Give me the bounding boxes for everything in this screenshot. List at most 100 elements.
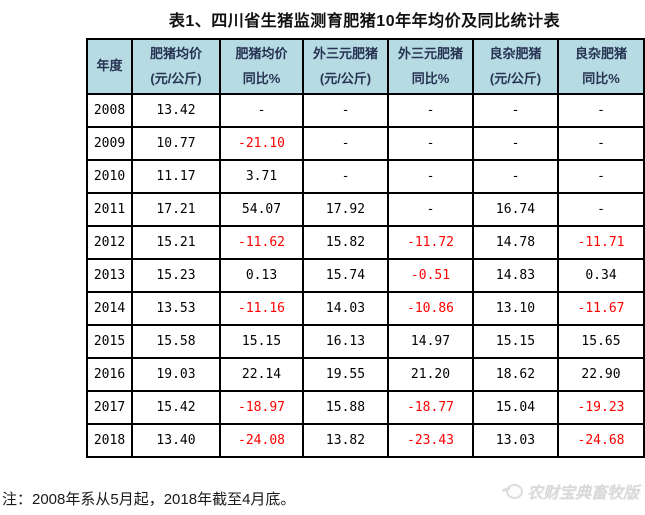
table-row: 2012 15.21 -11.62 15.82 -11.72 14.78 -11.71	[86, 225, 645, 260]
value-cell: -24.08	[219, 423, 304, 458]
value-cell: 13.03	[472, 423, 559, 458]
value-cell: 17.21	[131, 192, 221, 227]
value-cell: -11.72	[387, 225, 474, 260]
value-cell: -23.43	[387, 423, 474, 458]
value-cell: 22.90	[557, 357, 645, 392]
year-cell: 2018	[86, 423, 133, 458]
table-body: 2008 13.42- - - - -2009 10.77 -21.10- - - -2010 11.…	[86, 93, 645, 458]
value-cell: -	[472, 159, 559, 194]
value-cell: -19.23	[557, 390, 645, 425]
header-line: 肥猪均价	[149, 46, 202, 62]
column-header-three-way-yoy: 外三元肥猪 同比%	[387, 38, 474, 95]
header-line: 年度	[96, 58, 123, 74]
value-cell: 15.15	[219, 324, 304, 359]
value-cell: 15.04	[472, 390, 559, 425]
value-cell: 18.62	[472, 357, 559, 392]
value-cell: 15.15	[472, 324, 559, 359]
table-row: 2008 13.42- - - - -	[86, 93, 645, 128]
value-cell: -11.67	[557, 291, 645, 326]
column-header-fat-pig-yoy: 肥猪均价 同比%	[219, 38, 304, 95]
value-cell: -	[219, 93, 304, 128]
value-cell: 21.20	[387, 357, 474, 392]
year-cell: 2011	[86, 192, 133, 227]
stats-table-container: 年度 肥猪均价 (元/公斤) 肥猪均价 同比% 外三元肥猪 (元/公斤) 外三元…	[86, 38, 645, 458]
table-row: 2011 17.21 54.07 17.92-16.74-	[86, 192, 645, 227]
value-cell: -	[557, 93, 645, 128]
header-line: 外三元肥猪	[397, 46, 463, 62]
column-header-hybrid-yoy: 良杂肥猪 同比%	[557, 38, 645, 95]
value-cell: 11.17	[131, 159, 221, 194]
year-cell: 2012	[86, 225, 133, 260]
value-cell: 10.77	[131, 126, 221, 161]
value-cell: 0.34	[557, 258, 645, 293]
year-cell: 2016	[86, 357, 133, 392]
value-cell: 14.03	[302, 291, 389, 326]
value-cell: 13.82	[302, 423, 389, 458]
header-line: (元/公斤)	[150, 70, 202, 86]
value-cell: -11.62	[219, 225, 304, 260]
table-row: 2013 15.23 0.13 15.74 -0.51 14.83 0.34	[86, 258, 645, 293]
value-cell: 15.23	[131, 258, 221, 293]
header-line: (元/公斤)	[489, 70, 542, 86]
year-cell: 2008	[86, 93, 133, 128]
table-row: 2018 13.40 -24.08 13.82 -23.43 13.03 -24.68	[86, 423, 645, 458]
value-cell: -	[472, 93, 559, 128]
table-row: 2016 19.03 22.14 19.55 21.20 18.62 22.90	[86, 357, 645, 392]
value-cell: 15.21	[131, 225, 221, 260]
value-cell: -	[387, 126, 474, 161]
table-header: 年度 肥猪均价 (元/公斤) 肥猪均价 同比% 外三元肥猪 (元/公斤) 外三元…	[86, 38, 645, 95]
value-cell: -0.51	[387, 258, 474, 293]
table-row: 2009 10.77 -21.10- - - -	[86, 126, 645, 161]
header-line: 外三元肥猪	[312, 46, 378, 62]
value-cell: 0.13	[219, 258, 304, 293]
header-line: 肥猪均价	[235, 46, 288, 62]
header-line: 同比%	[582, 70, 620, 86]
year-cell: 2017	[86, 390, 133, 425]
value-cell: -	[557, 126, 645, 161]
value-cell: -	[557, 192, 645, 227]
header-line: 同比%	[411, 70, 450, 86]
value-cell: 22.14	[219, 357, 304, 392]
value-cell: -	[472, 126, 559, 161]
value-cell: 3.71	[219, 159, 304, 194]
table-row: 2015 15.58 15.15 16.13 14.97 15.15 15.65	[86, 324, 645, 359]
value-cell: -	[302, 93, 389, 128]
value-cell: 14.83	[472, 258, 559, 293]
watermark-logo-icon	[505, 483, 523, 499]
value-cell: 14.97	[387, 324, 474, 359]
value-cell: -	[302, 159, 389, 194]
year-cell: 2015	[86, 324, 133, 359]
year-cell: 2013	[86, 258, 133, 293]
table-title: 表1、四川省生猪监测育肥猪10年年均价及同比统计表	[168, 13, 561, 30]
value-cell: 19.03	[131, 357, 221, 392]
value-cell: 54.07	[219, 192, 304, 227]
year-cell: 2010	[86, 159, 133, 194]
value-cell: 15.65	[557, 324, 645, 359]
table-row: 2014 13.53 -11.16 14.03 -10.86 13.10 -11.67	[86, 291, 645, 326]
header-line: (元/公斤)	[319, 70, 372, 86]
value-cell: 15.74	[302, 258, 389, 293]
value-cell: 16.74	[472, 192, 559, 227]
column-header-year: 年度	[86, 38, 133, 95]
watermark: 农财宝典畜牧版	[505, 479, 639, 503]
value-cell: 13.42	[131, 93, 221, 128]
value-cell: 14.78	[472, 225, 559, 260]
value-cell: -	[387, 159, 474, 194]
value-cell: 15.42	[131, 390, 221, 425]
footnote: 注：2008年系从5月起，2018年截至4月底。	[2, 491, 296, 508]
value-cell: 16.13	[302, 324, 389, 359]
watermark-label: 农财宝典畜牧版	[526, 485, 639, 502]
year-cell: 2009	[86, 126, 133, 161]
value-cell: -	[302, 126, 389, 161]
value-cell: -	[387, 192, 474, 227]
year-cell: 2014	[86, 291, 133, 326]
column-header-hybrid-price: 良杂肥猪 (元/公斤)	[472, 38, 559, 95]
value-cell: 17.92	[302, 192, 389, 227]
value-cell: -18.77	[387, 390, 474, 425]
value-cell: -	[387, 93, 474, 128]
value-cell: -11.71	[557, 225, 645, 260]
value-cell: 15.58	[131, 324, 221, 359]
value-cell: 13.10	[472, 291, 559, 326]
value-cell: -	[557, 159, 645, 194]
column-header-three-way-price: 外三元肥猪 (元/公斤)	[302, 38, 389, 95]
